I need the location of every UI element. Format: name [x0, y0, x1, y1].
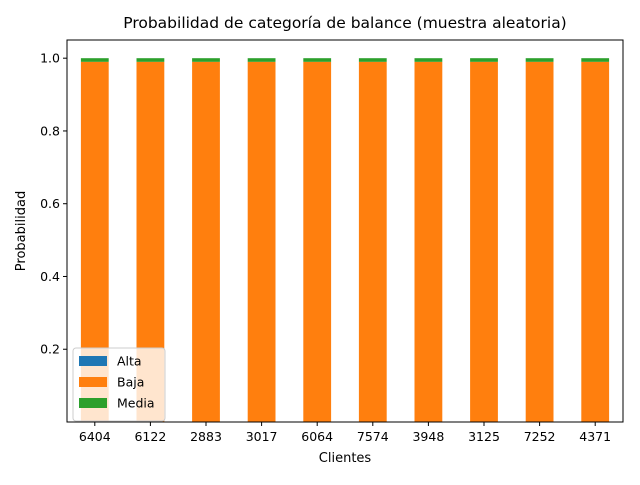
y-tick-label: 0.8	[40, 123, 60, 138]
x-tick-label: 6064	[301, 429, 333, 444]
bar-media-3125	[470, 58, 498, 62]
bar-baja-2883	[192, 61, 220, 422]
x-tick-label: 6404	[79, 429, 111, 444]
bar-baja-3948	[414, 61, 443, 422]
x-tick-label: 3948	[412, 429, 444, 444]
x-axis-title: Clientes	[319, 451, 372, 466]
x-tick-label: 2883	[190, 429, 222, 444]
legend-label-media: Media	[117, 396, 155, 411]
x-tick-label: 3017	[246, 429, 278, 444]
bar-baja-3125	[470, 61, 498, 422]
x-tick-label: 6122	[134, 429, 166, 444]
y-tick-label: 0.2	[40, 342, 60, 357]
bar-media-7574	[358, 58, 387, 62]
bar-media-6064	[303, 58, 332, 62]
bar-baja-7252	[525, 61, 554, 422]
y-tick-label: 0.4	[40, 269, 60, 284]
x-tick-label: 7252	[524, 429, 556, 444]
bar-baja-7574	[358, 61, 387, 422]
legend-swatch-media	[79, 398, 107, 408]
chart-title: Probabilidad de categoría de balance (mu…	[123, 14, 566, 32]
legend-label-alta: Alta	[117, 354, 142, 369]
legend-swatch-alta	[79, 356, 107, 366]
x-tick-label: 3125	[468, 429, 500, 444]
bar-media-3948	[414, 58, 443, 62]
bar-media-7252	[525, 58, 554, 62]
bar-media-3017	[247, 58, 276, 62]
x-tick-label: 4371	[579, 429, 611, 444]
bar-media-2883	[192, 58, 220, 62]
y-tick-label: 0.6	[40, 196, 60, 211]
bar-media-4371	[581, 58, 610, 62]
x-tick-label: 7574	[357, 429, 389, 444]
bar-media-6404	[80, 58, 109, 62]
plot-frame	[66, 39, 624, 423]
legend-swatch-baja	[79, 377, 107, 387]
x-axis-ticks: 6404 6122 2883 3017 6064 7574 3948 3125 7252 4371	[79, 422, 611, 444]
y-tick-label: 1.0	[40, 51, 60, 66]
y-axis-ticks: 0.2 0.4 0.6 0.8 1.0	[40, 51, 67, 357]
legend: Alta Baja Media	[72, 347, 166, 422]
bar-baja-3017	[247, 61, 276, 422]
bar-baja-6064	[303, 61, 332, 422]
bar-baja-4371	[581, 61, 610, 422]
legend-label-baja: Baja	[117, 375, 144, 390]
y-axis-title: Probabilidad	[14, 191, 29, 271]
bar-media-6122	[136, 58, 165, 62]
